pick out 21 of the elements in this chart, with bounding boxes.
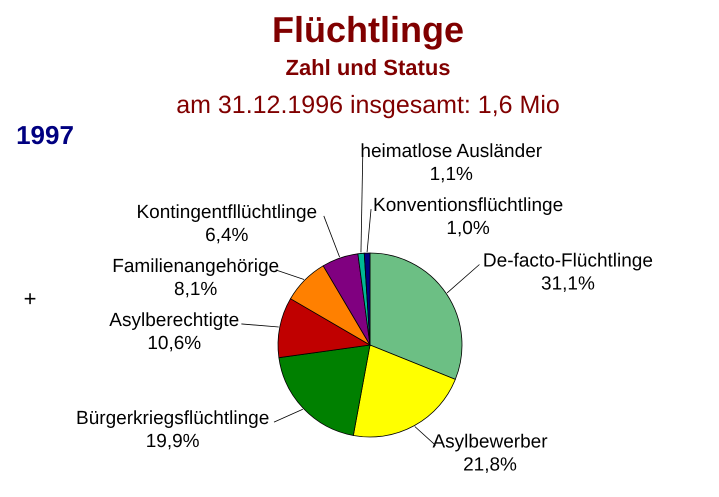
data-label: 6,4% [205, 224, 249, 246]
slice-label: Familienangehörige [112, 256, 280, 277]
slice-label: Konventionsflüchtlinge [373, 195, 564, 216]
data-label: 1,0% [446, 218, 490, 240]
slice-label: Bürgerkriegsflüchtlinge [76, 408, 270, 430]
data-label: 19,9% [146, 431, 200, 452]
data-label: 10,6% [147, 332, 202, 354]
slice-label: De-facto-Flüchtlinge [482, 250, 653, 272]
data-label: 31,1% [540, 274, 595, 295]
text: 1997 [16, 120, 74, 150]
data-label: 8,1% [174, 278, 218, 300]
data-label: 21,8% [463, 454, 518, 476]
text: + [24, 286, 36, 311]
slice-label: Asylberechtigte [109, 310, 240, 331]
text: am 31.12.1996 insgesamt: 1,6 Mio [176, 91, 560, 119]
data-label: 1,1% [430, 164, 474, 186]
chart-subtitle: Zahl und Status [286, 55, 450, 80]
slice-label: Kontingentfllüchtlinge [136, 202, 318, 223]
chart-title: Flüchtlinge [272, 9, 464, 50]
slice-label: heimatlose Ausländer [360, 141, 543, 162]
slice-label: Asylbewerber [432, 431, 548, 452]
